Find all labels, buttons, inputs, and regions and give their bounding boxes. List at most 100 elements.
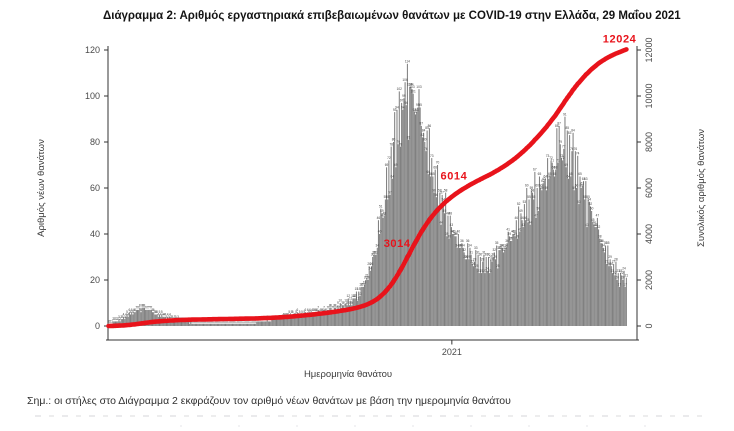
- bar-value-label: 1: [235, 319, 237, 323]
- bar-value-label: 6: [324, 308, 326, 312]
- bar: [242, 323, 244, 326]
- bar: [455, 236, 457, 326]
- bar-value-label: 47: [596, 214, 600, 218]
- bar: [209, 323, 211, 326]
- bar-value-label: 1: [244, 319, 246, 323]
- bar: [394, 112, 396, 326]
- bar: [384, 199, 386, 326]
- bars-group: [108, 63, 627, 327]
- bar: [335, 307, 337, 326]
- bar-value-label: 86: [428, 124, 432, 128]
- bar-value-label: 1: [249, 319, 251, 323]
- bar-value-label: 9: [343, 301, 345, 305]
- bar-value-label: 47: [381, 214, 385, 218]
- bar-value-label: 59: [540, 186, 544, 190]
- bar-value-label: 76: [570, 147, 574, 151]
- bar: [247, 323, 249, 326]
- bar-value-label: 71: [556, 158, 560, 162]
- bar-value-label: 2: [113, 317, 115, 321]
- bar-value-label: 93: [393, 108, 397, 112]
- bar-value-label: 39: [454, 232, 458, 236]
- bar: [563, 148, 565, 326]
- bar: [325, 312, 327, 326]
- y-left-tick-label: 100: [85, 91, 100, 101]
- bar-value-label: 9: [342, 301, 344, 305]
- bar-value-label: 1: [247, 319, 249, 323]
- bar: [565, 167, 567, 326]
- bar: [304, 312, 306, 326]
- bar-value-label: 86: [555, 124, 559, 128]
- bar: [571, 151, 573, 326]
- bar: [221, 323, 223, 326]
- bar-value-label: 12: [347, 294, 351, 298]
- bar: [490, 259, 492, 326]
- milestone-label: 3014: [384, 238, 411, 250]
- bar-value-label: 45: [591, 218, 595, 222]
- bar: [249, 323, 251, 326]
- y-right-tick-label: 8000: [644, 132, 654, 152]
- bar: [311, 312, 313, 326]
- bar-value-label: 55: [586, 195, 590, 199]
- bar-value-label: 3: [122, 315, 124, 319]
- bar: [150, 309, 152, 326]
- bar: [558, 125, 560, 327]
- milestone-label: 12024: [603, 33, 637, 45]
- bar-value-label: 34: [375, 244, 379, 248]
- bar: [308, 314, 310, 326]
- bar-value-label: 38: [598, 234, 602, 238]
- bar-value-label: 49: [380, 209, 384, 213]
- bar-value-label: 65: [569, 172, 573, 176]
- bar-value-label: 47: [534, 214, 538, 218]
- bar: [184, 321, 186, 326]
- bar-value-label: 43: [521, 223, 525, 227]
- bar-value-label: 39: [513, 232, 517, 236]
- bar: [554, 176, 556, 326]
- bar: [284, 316, 286, 326]
- bar: [357, 300, 359, 326]
- bar: [123, 316, 125, 326]
- bar-value-label: 17: [359, 283, 363, 287]
- bar: [216, 323, 218, 326]
- bar: [241, 323, 243, 326]
- bar: [528, 199, 530, 326]
- bar-value-label: 1: [239, 319, 241, 323]
- bar: [615, 261, 617, 326]
- bar-value-label: 29: [489, 255, 493, 259]
- bar-value-label: 34: [455, 244, 459, 248]
- bar-value-label: 95: [416, 103, 420, 107]
- x-axis-title: Ημερομηνία θανάτου: [304, 369, 392, 380]
- bar: [205, 323, 207, 326]
- bar: [604, 245, 607, 326]
- bar-value-label: 35: [606, 241, 610, 245]
- bar-value-label: 79: [396, 140, 400, 144]
- bar: [520, 213, 522, 326]
- bar-value-label: 31: [469, 250, 473, 254]
- bar-value-label: 3: [175, 315, 177, 319]
- bar-value-label: 30: [371, 253, 375, 257]
- bar: [623, 270, 625, 326]
- bar: [237, 323, 239, 326]
- bar-value-label: 4: [169, 313, 171, 317]
- bar: [464, 259, 466, 326]
- bar: [396, 109, 398, 326]
- bar-value-label: 55: [583, 195, 587, 199]
- bar: [324, 312, 326, 326]
- bar: [231, 323, 234, 326]
- bar-value-label: 55: [532, 195, 536, 199]
- bar-value-label: 4: [123, 313, 125, 317]
- bar: [182, 321, 184, 326]
- bar: [266, 319, 268, 326]
- bar-value-label: 3: [120, 315, 122, 319]
- bar: [345, 303, 347, 326]
- bar-value-label: 101: [411, 89, 417, 93]
- bar-value-label: 34: [459, 244, 463, 248]
- bar: [309, 312, 311, 326]
- bar-value-label: 64: [543, 175, 547, 179]
- bar-value-label: 65: [548, 172, 552, 176]
- bar-value-label: 33: [503, 246, 507, 250]
- bar: [339, 303, 341, 326]
- bar-value-label: 38: [447, 234, 451, 238]
- bar: [244, 323, 246, 326]
- bar-value-label: 82: [421, 133, 425, 137]
- bar-value-label: 7: [149, 306, 151, 310]
